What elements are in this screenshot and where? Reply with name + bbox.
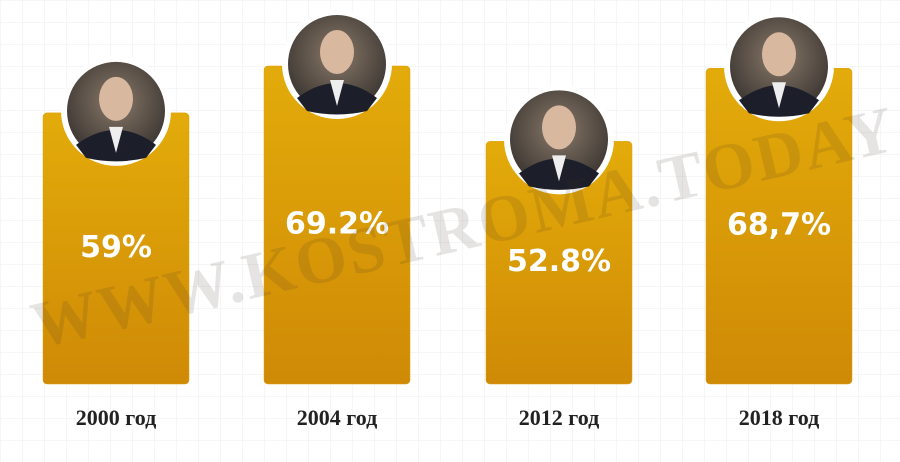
portrait-shirt	[330, 80, 344, 106]
value-label: 59%	[80, 230, 152, 265]
category-label: 2012 год	[519, 405, 599, 430]
portrait-shirt	[552, 155, 566, 182]
portrait-shirt	[109, 126, 123, 153]
portrait-face	[762, 32, 796, 77]
portrait-face	[320, 30, 354, 74]
portrait-face	[99, 76, 133, 121]
category-label: 2000 год	[76, 405, 156, 430]
value-label: 68,7%	[727, 208, 831, 243]
portrait-shirt	[772, 82, 786, 109]
portrait-face	[542, 105, 576, 150]
category-label: 2004 год	[297, 405, 377, 430]
value-label: 69.2%	[285, 207, 389, 242]
value-label: 52.8%	[507, 244, 611, 279]
category-label: 2018 год	[739, 405, 819, 430]
